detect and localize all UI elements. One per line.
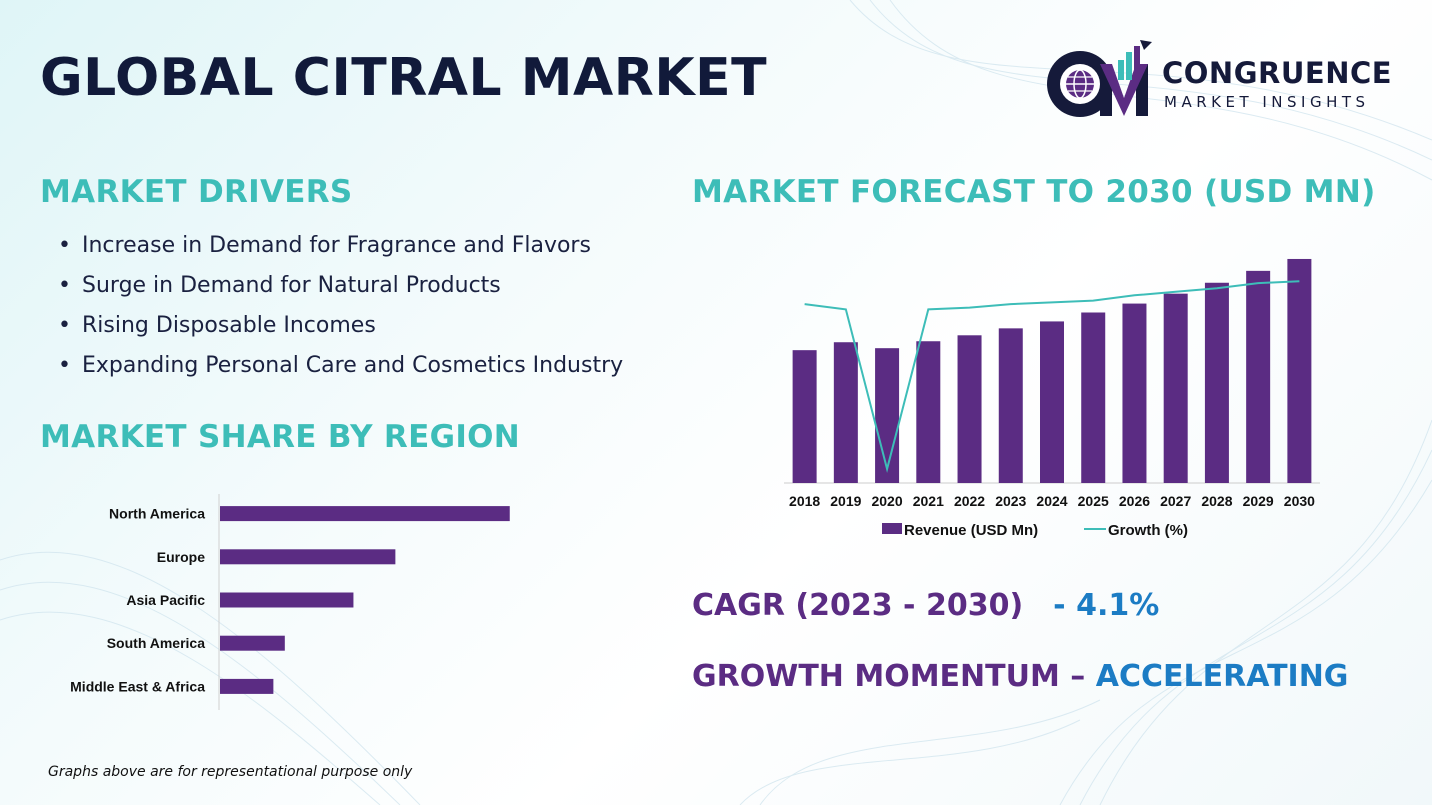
driver-item-text: Rising Disposable Incomes — [82, 313, 376, 338]
driver-item: • Increase in Demand for Fragrance and Fl… — [58, 228, 623, 268]
revenue-bar — [1246, 270, 1271, 483]
cagr-value: - 4.1% — [1053, 588, 1160, 623]
bullet-icon: • — [58, 273, 71, 298]
driver-item: • Rising Disposable Incomes — [58, 308, 623, 348]
year-tick-label: 2029 — [1243, 493, 1274, 509]
year-tick-label: 2021 — [913, 493, 944, 509]
revenue-bar — [833, 342, 858, 483]
revenue-bar — [998, 328, 1023, 483]
market-forecast-title: MARKET FORECAST TO 2030 (USD MN) — [692, 174, 1376, 210]
revenue-bar — [1204, 282, 1229, 483]
forecast-chart: 2018 2019 2020 2021 2022 2023 2024 2025 2026 2027… — [784, 258, 1320, 539]
region-share-chart: North America Europe Asia Pacific South Ame… — [70, 494, 510, 710]
region-tick-label: Europe — [157, 549, 205, 565]
revenue-bar — [957, 335, 982, 483]
region-tick-label: Middle East & Africa — [70, 678, 205, 694]
market-drivers-list: • Increase in Demand for Fragrance and Fl… — [58, 228, 623, 388]
growth-momentum-value: ACCELERATING — [1095, 659, 1349, 694]
logo-brand-name: CONGRUENCE — [1162, 56, 1393, 90]
revenue-bar — [1081, 312, 1106, 483]
region-bar — [220, 635, 285, 651]
company-logo: CONGRUENCE MARKET INSIGHTS — [1044, 40, 1394, 120]
year-tick-label: 2024 — [1036, 493, 1067, 509]
region-tick-label: South America — [107, 635, 205, 651]
year-tick-label: 2019 — [830, 493, 861, 509]
cagr-label: CAGR (2023 - 2030) — [692, 588, 1024, 623]
revenue-bar — [792, 350, 817, 483]
cagr-statement: CAGR (2023 - 2030) - 4.1% — [692, 588, 1159, 623]
year-tick-label: 2028 — [1201, 493, 1232, 509]
revenue-bar — [916, 341, 941, 483]
bullet-icon: • — [58, 353, 71, 378]
region-tick-label: North America — [109, 506, 205, 522]
revenue-bar — [1163, 293, 1188, 483]
driver-item: • Expanding Personal Care and Cosmetics I… — [58, 348, 623, 388]
year-tick-label: 2026 — [1119, 493, 1150, 509]
region-bar — [220, 549, 396, 565]
region-bar — [220, 592, 354, 608]
market-drivers-title: MARKET DRIVERS — [40, 174, 353, 210]
logo-tagline: MARKET INSIGHTS — [1164, 93, 1370, 111]
driver-item-text: Surge in Demand for Natural Products — [82, 273, 501, 298]
revenue-bar — [1122, 303, 1147, 483]
market-share-region-title: MARKET SHARE BY REGION — [40, 419, 521, 455]
driver-item: • Surge in Demand for Natural Products — [58, 268, 623, 308]
revenue-bar — [875, 348, 900, 483]
footnote: Graphs above are for representational pu… — [48, 764, 413, 780]
year-tick-label: 2018 — [789, 493, 820, 509]
year-tick-label: 2023 — [995, 493, 1026, 509]
page-title: GLOBAL CITRAL MARKET — [40, 48, 768, 108]
bullet-icon: • — [58, 233, 71, 258]
region-bar — [220, 506, 510, 522]
year-tick-label: 2030 — [1284, 493, 1315, 509]
legend-revenue-label: Revenue (USD Mn) — [904, 522, 1038, 539]
growth-line — [804, 280, 1300, 473]
revenue-bar — [1287, 258, 1312, 483]
year-tick-label: 2025 — [1078, 493, 1109, 509]
cmi-logo-icon — [1047, 40, 1152, 117]
bullet-icon: • — [58, 313, 71, 338]
growth-momentum-statement: GROWTH MOMENTUM – ACCELERATING — [692, 659, 1348, 694]
year-tick-label: 2027 — [1160, 493, 1191, 509]
region-bar — [220, 678, 274, 694]
revenue-bar — [1040, 321, 1064, 483]
growth-momentum-label: GROWTH MOMENTUM – — [692, 659, 1086, 694]
region-tick-label: Asia Pacific — [126, 592, 205, 608]
driver-item-text: Expanding Personal Care and Cosmetics In… — [82, 353, 624, 378]
driver-item-text: Increase in Demand for Fragrance and Fla… — [82, 233, 591, 258]
legend-revenue-swatch — [882, 523, 902, 534]
year-tick-label: 2022 — [954, 493, 985, 509]
legend-growth-label: Growth (%) — [1108, 522, 1188, 539]
year-tick-label: 2020 — [871, 493, 902, 509]
